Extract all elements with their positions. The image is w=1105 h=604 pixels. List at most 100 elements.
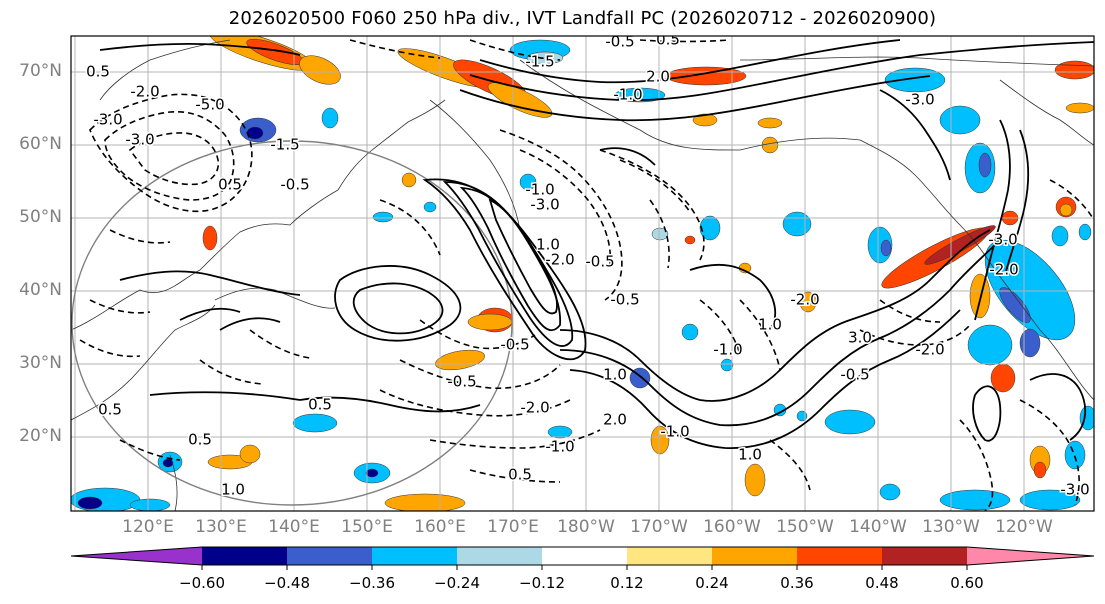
divergence-patch (519, 173, 537, 191)
negative-contour (859, 324, 971, 346)
negative-contour (419, 319, 536, 350)
contour-label: -0.5 (605, 33, 634, 51)
positive-contour (974, 119, 1011, 321)
negative-contour (249, 329, 311, 359)
contour-label: -1.0 (545, 438, 574, 456)
contour-label: 1.0 (758, 316, 782, 334)
longitude-label: 120°W (995, 517, 1053, 537)
colorbar-segment (457, 547, 542, 565)
latitude-label: 70°N (19, 61, 62, 81)
colorbar-tick-label: 0.24 (695, 574, 729, 592)
negative-contour (89, 299, 151, 314)
negative-contour (639, 39, 731, 43)
divergence-patch (384, 493, 466, 511)
contour-label: -1.0 (525, 181, 554, 199)
divergence-patch (526, 51, 564, 65)
coastline (739, 56, 1094, 67)
positive-contour (99, 42, 301, 56)
contour-label: -0.5 (840, 366, 869, 384)
negative-contour (739, 299, 781, 371)
divergence-patch (614, 87, 666, 103)
colorbar-tick-label: −0.60 (179, 574, 225, 592)
negative-contour (959, 419, 994, 511)
negative-contour (429, 429, 601, 449)
coastline (71, 99, 446, 331)
divergence-patch (999, 287, 1031, 323)
contour-label: 2.0 (646, 68, 670, 86)
contour-label: -0.5 (585, 253, 614, 271)
contour-label: -3.0 (905, 91, 934, 109)
contour-label: -0.5 (500, 336, 529, 354)
contour-label: -3.0 (1060, 481, 1089, 499)
divergence-patch (884, 67, 946, 93)
divergence-patch (924, 225, 996, 265)
colorbar-segment (287, 547, 372, 565)
negative-contour (1019, 399, 1080, 506)
negative-contour (519, 149, 612, 266)
colorbar-segment (797, 547, 882, 565)
divergence-shading (71, 36, 1094, 511)
colorbar-tick-label: −0.24 (434, 574, 480, 592)
negative-contour (619, 159, 691, 213)
positive-contour (334, 265, 462, 342)
divergence-patch (824, 409, 876, 435)
landfall-region-circle (71, 140, 513, 506)
negative-contour (79, 339, 141, 358)
colorbar-segment (712, 547, 797, 565)
map-frame (70, 35, 1095, 512)
contour-label: 0.5 (188, 431, 212, 449)
contour-label: -1.5 (270, 136, 299, 154)
contour-label: 3.0 (848, 329, 872, 347)
colorbar-segment (967, 547, 1094, 565)
divergence-patch (1059, 203, 1073, 217)
divergence-patch (1019, 489, 1081, 511)
divergence-patch (651, 227, 669, 241)
negative-contour (649, 199, 670, 269)
negative-contour (599, 149, 705, 261)
positive-contour (219, 317, 281, 331)
longitude-label: 170°W (630, 517, 688, 537)
divergence-patch (162, 458, 174, 468)
latitude-label: 30°N (19, 353, 62, 373)
contour-label: 1.0 (221, 481, 245, 499)
colorbar-tick-label: 0.60 (950, 574, 984, 592)
longitude-label: 170°E (487, 517, 539, 537)
contour-label: -1.0 (660, 423, 689, 441)
contour-label: -3.0 (93, 111, 122, 129)
longitude-label: 150°W (776, 517, 834, 537)
colorbar-tick-label: 0.48 (865, 574, 899, 592)
divergence-patch (292, 413, 338, 433)
positive-contour (879, 89, 951, 181)
divergence-patch (129, 498, 171, 511)
latitude-label: 50°N (19, 207, 62, 227)
contour-label: -3.0 (125, 131, 154, 149)
divergence-patch (879, 483, 901, 501)
colorbar-segment (202, 547, 287, 565)
divergence-patch (1019, 328, 1041, 358)
divergence-patch (650, 425, 670, 455)
contour-label: -0.5 (280, 176, 309, 194)
contour-label: 0.5 (218, 176, 242, 194)
divergence-patch (1065, 102, 1094, 114)
contour-label: -5.0 (195, 96, 224, 114)
contour-label: -1.0 (713, 341, 742, 359)
divergence-patch (77, 496, 103, 510)
positive-contour (179, 307, 241, 321)
contour-label: 1.0 (738, 446, 762, 464)
positive-contour (459, 75, 931, 122)
contour-label: 0.5 (656, 31, 680, 49)
colorbar-tick-label: 0.36 (780, 574, 814, 592)
divergence-patch (880, 239, 892, 257)
contour-label: 0.5 (308, 396, 332, 414)
divergence-patch (487, 82, 553, 118)
coastline (71, 304, 216, 421)
colorbar-segment (627, 547, 712, 565)
contour-label: -3.0 (988, 231, 1017, 249)
longitude-label: 150°E (341, 517, 393, 537)
divergence-patch (939, 105, 981, 135)
negative-contour (1049, 179, 1094, 221)
divergence-patch (1033, 461, 1047, 479)
contour-label: -2.0 (545, 251, 574, 269)
divergence-patch (239, 444, 261, 464)
